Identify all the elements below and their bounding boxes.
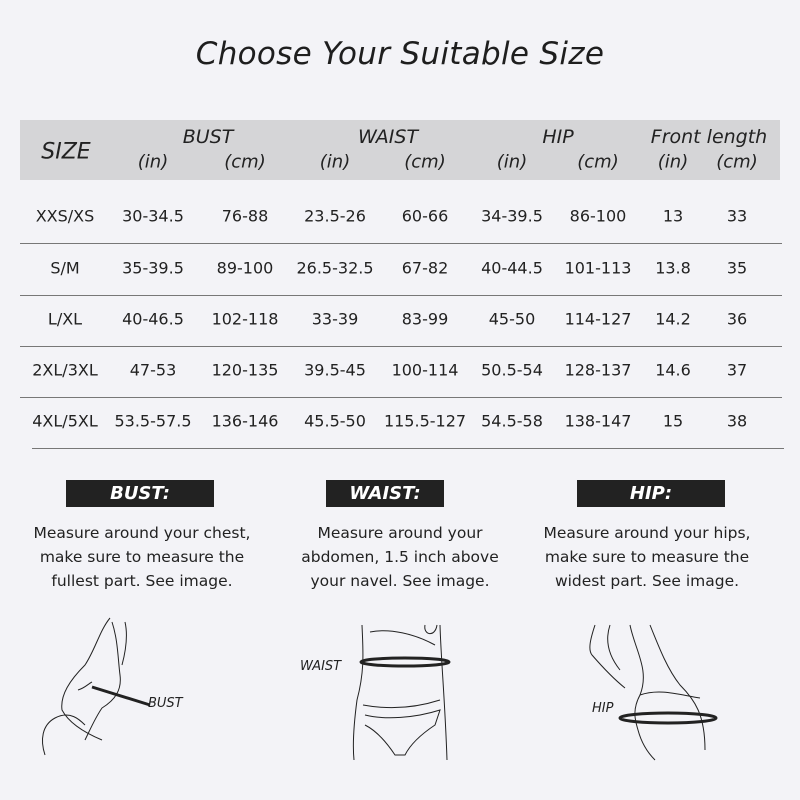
- table-cell: 67-82: [401, 258, 449, 278]
- table-cell: 120-135: [211, 360, 279, 380]
- table-cell: 35-39.5: [122, 258, 184, 278]
- table-cell: 36: [726, 309, 748, 329]
- table-cell: 45-50: [488, 309, 536, 329]
- waist-description: Measure around your abdomen, 1.5 inch ab…: [270, 521, 530, 593]
- size-label: 2XL/3XL: [32, 360, 98, 380]
- table-cell: 35: [726, 258, 748, 278]
- hip-figure-label: HIP: [592, 701, 614, 716]
- table-cell: 76-88: [221, 206, 269, 226]
- waist-figure-label: WAIST: [300, 659, 342, 674]
- waist-tag: WAIST:: [326, 480, 444, 507]
- desc-line: make sure to measure the: [39, 548, 245, 566]
- table-cell: 39.5-45: [304, 360, 366, 380]
- group-header: WAIST: [357, 126, 419, 148]
- desc-line: make sure to measure the: [544, 548, 750, 566]
- desc-line: fullest part. See image.: [51, 572, 233, 590]
- table-cell: 14.2: [655, 309, 691, 329]
- table-cell: 15: [662, 411, 684, 431]
- desc-line: Measure around your hips,: [543, 524, 751, 542]
- table-cell: 45.5-50: [304, 411, 366, 431]
- table-cell: 114-127: [564, 309, 632, 329]
- unit-header: (cm): [577, 151, 619, 173]
- table-cell: 83-99: [401, 309, 449, 329]
- table-cell: 60-66: [401, 206, 449, 226]
- group-header: Front length: [650, 126, 768, 148]
- hip-description: Measure around your hips, make sure to m…: [517, 521, 777, 593]
- size-label: 4XL/5XL: [32, 411, 98, 431]
- hip-figure: HIP: [589, 624, 718, 761]
- bust-figure-label: BUST: [148, 696, 184, 711]
- table-cell: 50.5-54: [481, 360, 543, 380]
- group-header: BUST: [182, 126, 234, 148]
- table-cell: 40-44.5: [481, 258, 543, 278]
- bust-figure: BUST: [42, 617, 184, 756]
- table-cell: 26.5-32.5: [296, 258, 374, 278]
- table-cell: 40-46.5: [122, 309, 184, 329]
- table-header: [20, 120, 780, 180]
- table-cell: 33: [726, 206, 748, 226]
- desc-line: abdomen, 1.5 inch above: [301, 548, 499, 566]
- table-cell: 14.6: [655, 360, 691, 380]
- table-cell: 30-34.5: [122, 206, 184, 226]
- unit-header: (in): [319, 151, 351, 173]
- table-cell: 100-114: [391, 360, 459, 380]
- table-cell: 53.5-57.5: [114, 411, 192, 431]
- size-column-header: SIZE: [41, 139, 91, 165]
- table-cell: 33-39: [311, 309, 359, 329]
- table-cell: 86-100: [569, 206, 627, 226]
- hip-tag: HIP:: [577, 480, 725, 507]
- size-label: L/XL: [47, 309, 83, 329]
- row-divider: [20, 346, 782, 347]
- row-divider: [32, 448, 784, 449]
- size-label: S/M: [50, 258, 80, 278]
- table-cell: 34-39.5: [481, 206, 543, 226]
- table-cell: 89-100: [216, 258, 274, 278]
- desc-line: Measure around your chest,: [33, 524, 251, 542]
- unit-header: (cm): [224, 151, 266, 173]
- table-cell: 101-113: [564, 258, 632, 278]
- unit-header: (cm): [716, 151, 758, 173]
- size-label: XXS/XS: [35, 206, 95, 226]
- table-cell: 23.5-26: [304, 206, 366, 226]
- table-cell: 37: [726, 360, 748, 380]
- table-cell: 138-147: [564, 411, 632, 431]
- waist-figure: WAIST: [300, 624, 451, 761]
- unit-header: (cm): [404, 151, 446, 173]
- desc-line: Measure around your: [317, 524, 483, 542]
- table-cell: 136-146: [211, 411, 279, 431]
- unit-header: (in): [137, 151, 169, 173]
- unit-header: (in): [657, 151, 689, 173]
- desc-line: widest part. See image.: [554, 572, 740, 590]
- bust-tag: BUST:: [66, 480, 214, 507]
- group-header: HIP: [542, 126, 574, 148]
- row-divider: [20, 397, 782, 398]
- row-divider: [20, 295, 782, 296]
- table-cell: 13: [662, 206, 684, 226]
- bust-description: Measure around your chest, make sure to …: [12, 521, 272, 593]
- table-cell: 128-137: [564, 360, 632, 380]
- table-cell: 47-53: [129, 360, 177, 380]
- table-cell: 38: [726, 411, 748, 431]
- row-divider: [20, 243, 782, 244]
- unit-header: (in): [496, 151, 528, 173]
- table-cell: 54.5-58: [481, 411, 543, 431]
- page-title: Choose Your Suitable Size: [195, 36, 605, 72]
- table-cell: 13.8: [655, 258, 691, 278]
- desc-line: your navel. See image.: [310, 572, 490, 590]
- table-cell: 102-118: [211, 309, 279, 329]
- table-cell: 115.5-127: [383, 411, 467, 431]
